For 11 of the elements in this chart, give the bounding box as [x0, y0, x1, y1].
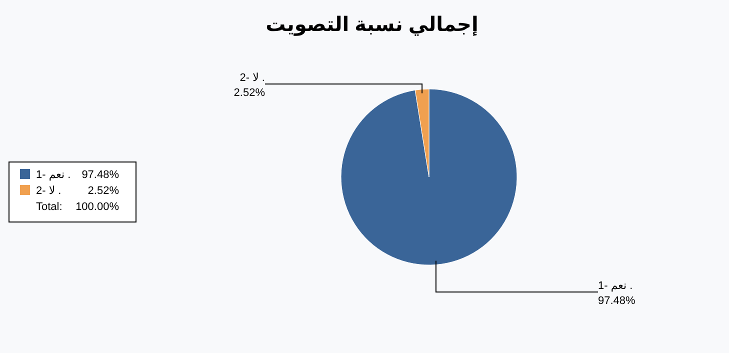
- slice-label: 1- نعم .: [598, 280, 633, 292]
- text: 100.00%: [76, 201, 120, 213]
- text: 2.52%: [88, 185, 119, 197]
- data-label: 2.52%: [234, 87, 266, 99]
- chart-title: إجمالي نسبة التصويت: [266, 14, 478, 36]
- text: 97.48%: [82, 169, 119, 181]
- legend-label: 2- لا .: [36, 185, 62, 197]
- text: Total:: [36, 201, 62, 213]
- data-label: 97.48%: [598, 295, 636, 307]
- legend-label: 1- نعم .: [36, 169, 71, 181]
- slice-label: 2- لا .: [240, 72, 265, 84]
